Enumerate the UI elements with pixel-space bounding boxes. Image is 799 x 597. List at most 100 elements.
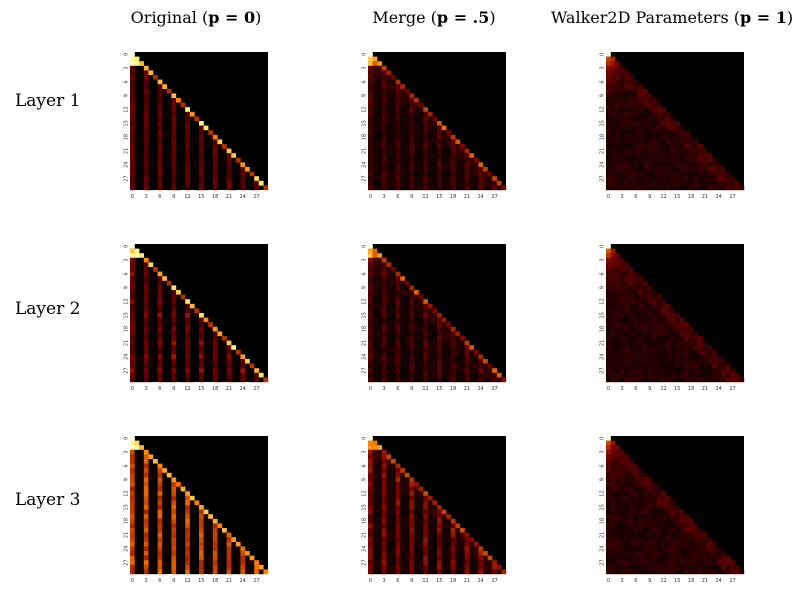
heatmap-cell	[368, 449, 373, 455]
heatmap-cell	[157, 322, 163, 327]
heatmap-cell	[615, 555, 620, 561]
heatmap-cell	[381, 294, 387, 300]
heatmap-cell	[427, 134, 433, 140]
heatmap-cell	[455, 167, 461, 172]
heatmap-cell	[368, 546, 373, 552]
heatmap-cell	[675, 176, 680, 181]
heatmap-cell	[377, 276, 382, 281]
heatmap-cell	[450, 560, 456, 565]
heatmap-cell	[134, 176, 140, 181]
heatmap-cell	[606, 482, 611, 487]
heatmap-cell	[679, 541, 685, 547]
heatmap-cell	[139, 317, 144, 323]
heatmap-cell	[231, 564, 236, 570]
heatmap-cell	[656, 121, 662, 126]
heatmap-cell	[208, 359, 213, 364]
heatmap-cell	[656, 322, 662, 327]
heatmap-cell	[615, 134, 620, 140]
heatmap-cell	[656, 102, 662, 108]
heatmap-cell	[665, 368, 671, 373]
heatmap-cell	[130, 139, 135, 145]
heatmap-cell	[450, 546, 456, 552]
x-tick-label: 12	[184, 578, 190, 584]
heatmap-cell	[400, 345, 405, 350]
heatmap-cell	[222, 349, 227, 355]
heatmap-cell	[460, 176, 465, 181]
heatmap-cell	[437, 518, 442, 524]
heatmap-cell	[619, 454, 625, 460]
heatmap-cell	[162, 541, 167, 547]
heatmap-cell	[176, 107, 181, 112]
heatmap-cell	[381, 125, 387, 131]
heatmap-cell	[642, 134, 648, 140]
heatmap-cell	[400, 93, 405, 99]
heatmap-cell	[675, 555, 680, 561]
heatmap-cell	[693, 368, 699, 373]
heatmap-cell	[404, 537, 410, 542]
heatmap-cell	[610, 285, 616, 291]
heatmap-cell	[441, 185, 447, 191]
heatmap-cell	[171, 349, 177, 355]
heatmap-cell	[675, 368, 680, 373]
heatmap-cell	[143, 176, 149, 181]
heatmap-cell	[139, 445, 144, 450]
heatmap-cell	[368, 88, 373, 94]
heatmap-cell	[441, 322, 447, 327]
heatmap-cell	[418, 363, 424, 369]
heatmap-cell	[189, 162, 195, 168]
heatmap-cell	[377, 331, 382, 337]
heatmap-cell	[647, 317, 653, 323]
heatmap-cell	[619, 500, 625, 506]
heatmap-cell	[372, 551, 378, 556]
heatmap-cell	[707, 551, 712, 556]
heatmap-cell	[615, 336, 620, 341]
heatmap-cell	[162, 144, 167, 149]
heatmap-cell	[404, 157, 410, 163]
heatmap-cell	[368, 500, 373, 506]
heatmap-cell	[437, 185, 442, 191]
heatmap-cell	[153, 79, 158, 85]
heatmap-cell	[455, 354, 461, 360]
heatmap-cell	[372, 61, 378, 66]
heatmap-cell	[368, 303, 373, 309]
heatmap-cell	[610, 505, 616, 510]
heatmap-cell	[153, 486, 158, 492]
heatmap-cell	[368, 144, 373, 149]
heatmap-cell	[633, 528, 639, 533]
heatmap-cell	[372, 472, 378, 478]
heatmap-cell	[409, 111, 415, 117]
heatmap-cell	[171, 285, 177, 291]
heatmap-cell	[665, 176, 671, 181]
heatmap-cell	[368, 271, 373, 277]
heatmap-cell	[381, 546, 387, 552]
heatmap-cell	[157, 271, 163, 277]
heatmap-cell	[381, 486, 387, 492]
heatmap-cell	[647, 514, 653, 519]
heatmap-cell	[629, 93, 634, 99]
heatmap-cell	[679, 555, 685, 561]
heatmap-cell	[610, 75, 616, 80]
heatmap-cell	[381, 363, 387, 369]
heatmap-cell	[446, 541, 451, 547]
heatmap-cell	[377, 491, 382, 496]
heatmap-cell	[647, 486, 653, 492]
heatmap-cell	[675, 167, 680, 172]
heatmap-cell	[212, 176, 218, 181]
heatmap-cell	[675, 528, 680, 533]
heatmap-cell	[652, 368, 657, 373]
heatmap-cell	[400, 377, 405, 383]
heatmap-cell	[185, 308, 190, 314]
heatmap-cell	[606, 560, 611, 565]
x-tick-label: 27	[491, 194, 497, 200]
heatmap-cell	[619, 331, 625, 337]
heatmap-cell	[180, 509, 186, 515]
heatmap-cell	[441, 514, 447, 519]
heatmap-cell	[638, 153, 643, 158]
heatmap-cell	[661, 107, 666, 112]
heatmap-cell	[386, 472, 392, 478]
heatmap-cell	[633, 569, 639, 575]
heatmap-cell	[450, 359, 456, 364]
heatmap-cell	[377, 505, 382, 510]
heatmap-cell	[670, 180, 676, 186]
